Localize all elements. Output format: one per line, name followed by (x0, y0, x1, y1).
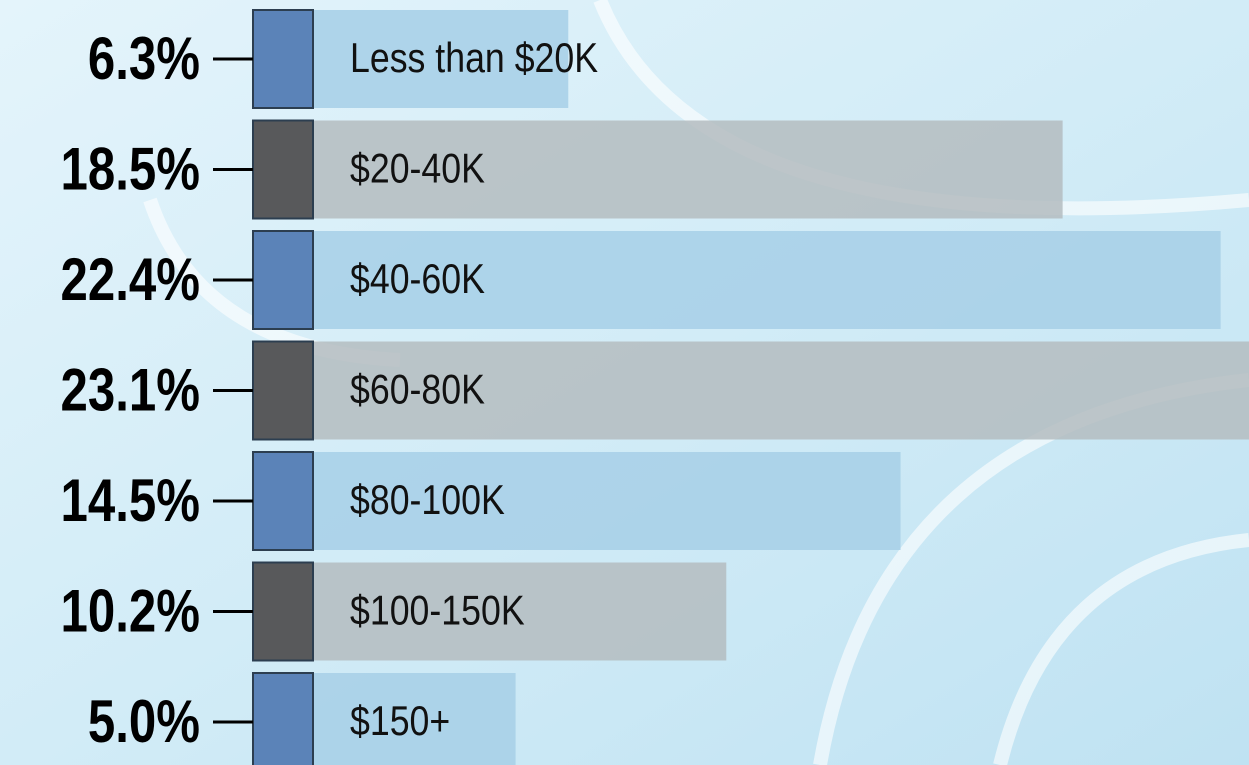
value-label: 5.0% (88, 687, 200, 755)
category-label: $40-60K (350, 256, 485, 302)
category-label: $60-80K (350, 367, 485, 413)
bar (313, 120, 1063, 219)
bar-cap (252, 451, 314, 551)
bar (313, 673, 516, 765)
bar-cap (252, 340, 314, 441)
category-label: $150+ (350, 698, 450, 744)
bar (313, 452, 901, 550)
value-label: 10.2% (61, 577, 200, 645)
bar-cap (252, 119, 314, 220)
value-label: 18.5% (61, 135, 200, 203)
category-label: $100-150K (350, 588, 525, 634)
category-label: $20-40K (350, 146, 485, 192)
plot: 6.3% Less than $20K 18.5% $20-40K 22.4% $40-6… (61, 9, 1249, 765)
value-label: 14.5% (61, 466, 200, 534)
category-label: $80-100K (350, 477, 505, 523)
bar-cap (252, 230, 314, 330)
bar (313, 10, 569, 108)
bar (313, 341, 1249, 440)
category-label: Less than $20K (350, 35, 598, 81)
bar-cap (252, 672, 314, 765)
bar (313, 231, 1221, 329)
bar (313, 562, 727, 661)
value-label: 23.1% (61, 356, 200, 424)
value-label: 6.3% (88, 24, 200, 92)
bar-cap (252, 561, 314, 662)
value-label: 22.4% (61, 245, 200, 313)
bar-cap (252, 9, 314, 109)
